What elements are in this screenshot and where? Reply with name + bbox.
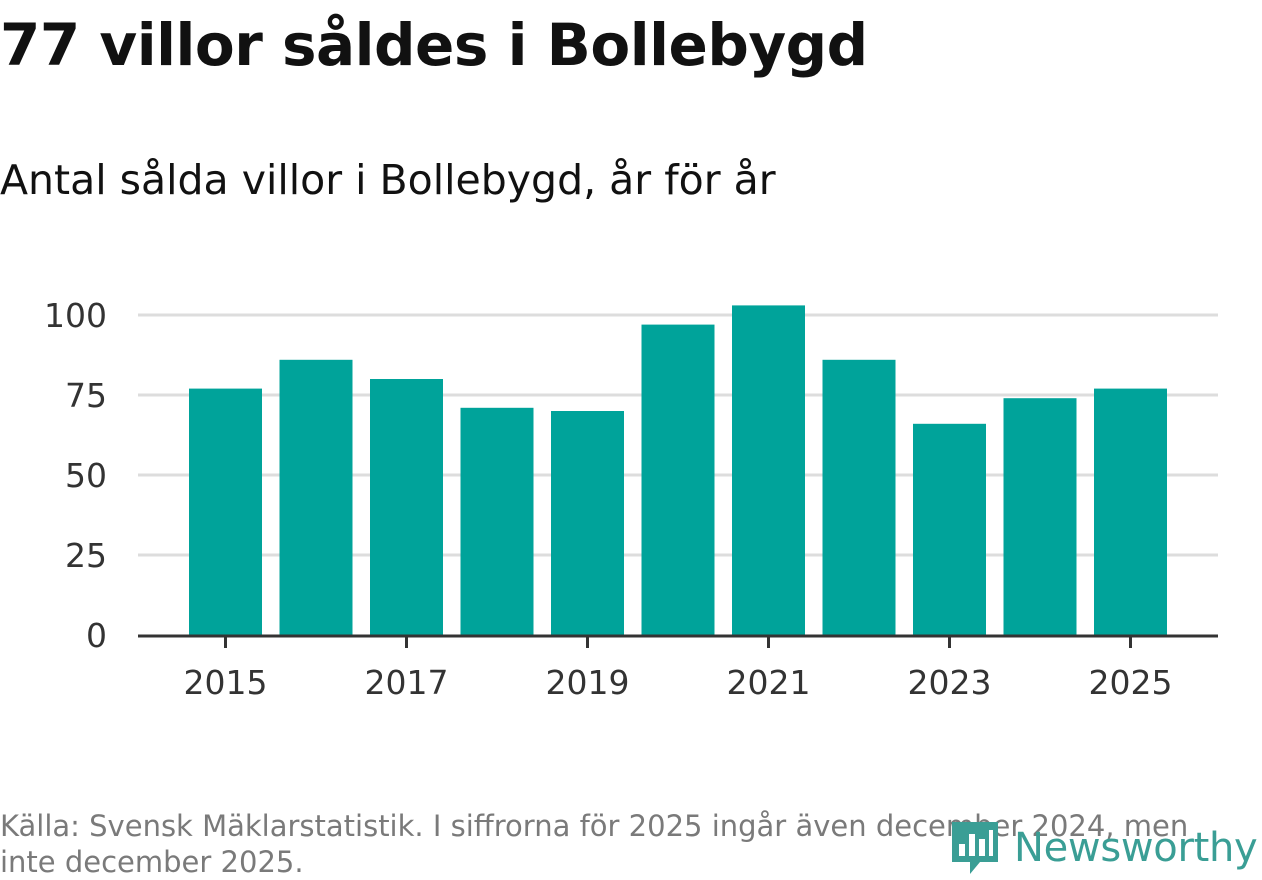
y-tick-label: 0 xyxy=(86,616,107,655)
y-tick-label: 100 xyxy=(44,296,107,335)
chart-subtitle: Antal sålda villor i Bollebygd, år för å… xyxy=(0,156,776,204)
bar-2024 xyxy=(1003,398,1077,635)
y-axis-ticks: 0 25 50 75 100 xyxy=(44,296,107,655)
bar-2018 xyxy=(460,407,534,635)
bar-2017 xyxy=(370,379,443,635)
bar-2016 xyxy=(279,359,353,635)
y-tick-label: 25 xyxy=(65,536,107,575)
bar-2023 xyxy=(913,423,986,635)
bar-2015 xyxy=(189,388,262,635)
bar-2022 xyxy=(822,359,896,635)
x-axis-ticks: 2015 2017 2019 2021 2023 2025 xyxy=(184,637,1173,702)
bars xyxy=(189,305,1167,635)
bar-2020 xyxy=(641,324,715,635)
bar-2019 xyxy=(551,411,624,635)
newsworthy-logo-icon xyxy=(952,822,998,874)
bar-2021 xyxy=(732,305,805,635)
x-tick-label: 2019 xyxy=(546,663,630,702)
x-tick-label: 2025 xyxy=(1089,663,1173,702)
x-tick-label: 2023 xyxy=(908,663,992,702)
x-tick-label: 2015 xyxy=(184,663,268,702)
newsworthy-logo: Newsworthy xyxy=(948,818,1258,878)
bar-2025 xyxy=(1094,388,1167,635)
y-tick-label: 50 xyxy=(65,456,107,495)
chart-title: 77 villor såldes i Bollebygd xyxy=(0,11,868,79)
logo-text: Newsworthy xyxy=(1014,825,1258,871)
x-tick-label: 2017 xyxy=(365,663,449,702)
y-tick-label: 75 xyxy=(65,376,107,415)
x-tick-label: 2021 xyxy=(727,663,811,702)
